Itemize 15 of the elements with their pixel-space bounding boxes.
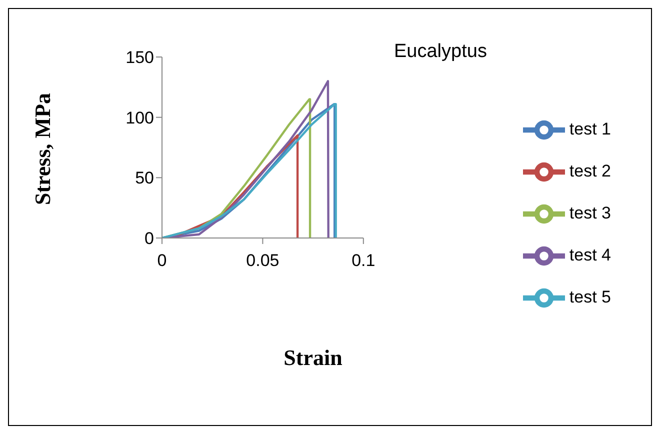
- legend-label: test 2: [569, 161, 611, 180]
- text: Eucalyptus: [394, 41, 487, 63]
- x-axis-title: Strain: [282, 345, 344, 371]
- legend-label: test 3: [569, 203, 611, 222]
- legend-label: test 1: [569, 119, 611, 138]
- y-tick-label: 150: [126, 48, 154, 68]
- x-tick-label: 0: [157, 251, 167, 270]
- y-tick-label: 50: [135, 168, 154, 188]
- y-tick-label: 100: [126, 108, 154, 128]
- legend-label: test 5: [569, 287, 611, 306]
- x-tick-label: 0.05: [246, 251, 280, 270]
- x-tick-label: 0.1: [352, 251, 376, 270]
- y-tick-label: 0: [144, 229, 154, 248]
- y-axis-title: Stress, MPa: [30, 92, 56, 206]
- legend-label: test 4: [569, 245, 611, 264]
